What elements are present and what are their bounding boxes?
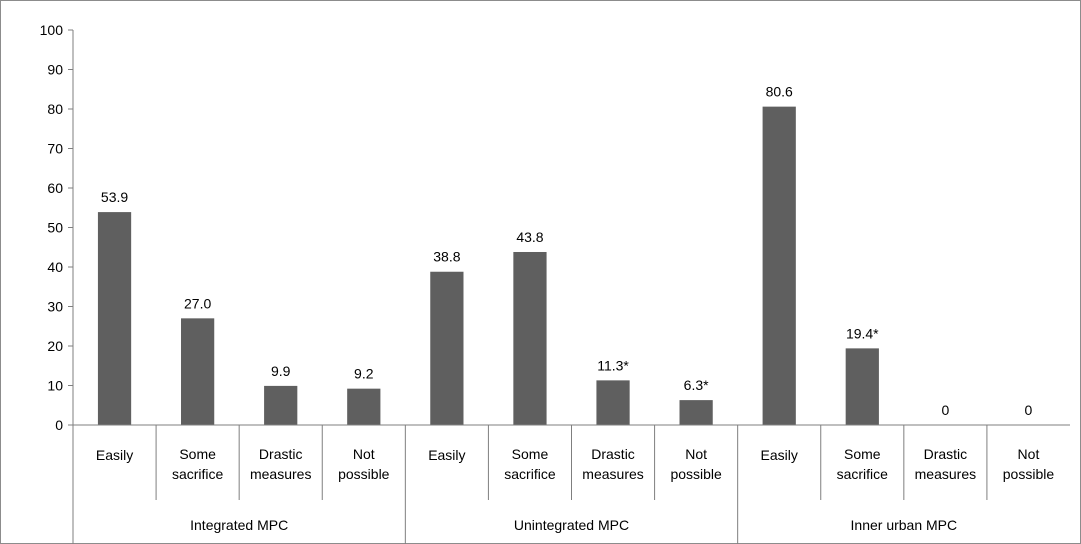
bars xyxy=(97,106,879,425)
y-tick-label: 60 xyxy=(47,180,63,196)
bar xyxy=(679,400,713,425)
category-label: measures xyxy=(250,466,311,482)
data-label: 53.9 xyxy=(101,189,128,205)
category-label: Some xyxy=(179,446,216,462)
bar xyxy=(762,106,796,425)
category-label: sacrifice xyxy=(172,466,224,482)
data-label: 80.6 xyxy=(766,84,793,100)
data-label: 6.3* xyxy=(684,377,709,393)
data-label: 11.3* xyxy=(597,357,629,373)
y-tick-label: 20 xyxy=(47,338,63,354)
data-label: 9.2 xyxy=(354,366,374,382)
category-label: Drastic xyxy=(591,446,635,462)
category-label: measures xyxy=(582,466,643,482)
category-label: Not xyxy=(353,446,375,462)
category-label: measures xyxy=(915,466,976,482)
category-label: Drastic xyxy=(259,446,303,462)
x-axis: Easily Some sacrifice Drastic measures Not pos… xyxy=(72,424,1070,544)
bar xyxy=(97,212,132,425)
group-label: Unintegrated MPC xyxy=(514,517,629,533)
category-label: Easily xyxy=(96,447,133,463)
category-label: Easily xyxy=(428,447,465,463)
category-label: sacrifice xyxy=(837,466,889,482)
bar xyxy=(181,318,215,425)
category-label: Not xyxy=(685,446,707,462)
y-tick-label: 40 xyxy=(47,259,63,275)
y-tick-label: 70 xyxy=(47,141,63,157)
category-label: sacrifice xyxy=(504,466,556,482)
y-tick-label: 10 xyxy=(47,378,63,394)
y-tick-label: 30 xyxy=(47,299,63,315)
y-axis: 0 10 20 30 40 50 60 70 80 90 100 xyxy=(40,22,74,433)
bar xyxy=(347,388,381,425)
data-label: 0 xyxy=(1025,402,1033,418)
category-label: possible xyxy=(1003,466,1055,482)
category-label: Not xyxy=(1018,446,1040,462)
bar xyxy=(264,385,298,425)
category-label: Easily xyxy=(761,447,798,463)
y-tick-label: 50 xyxy=(47,220,63,236)
group-label: Integrated MPC xyxy=(190,517,288,533)
bar xyxy=(845,348,879,425)
y-tick-label: 80 xyxy=(47,101,63,117)
data-label: 0 xyxy=(941,402,949,418)
bar xyxy=(513,251,547,425)
data-label: 19.4* xyxy=(846,325,879,341)
bar xyxy=(430,271,464,425)
data-label: 9.9 xyxy=(271,363,291,379)
category-label: Some xyxy=(844,446,881,462)
group-label: Inner urban MPC xyxy=(851,517,958,533)
y-tick-label: 100 xyxy=(40,22,64,38)
category-label: possible xyxy=(670,466,722,482)
bar xyxy=(596,380,630,425)
y-tick-label: 90 xyxy=(47,62,63,78)
data-labels: 53.9 27.0 9.9 9.2 38.8 43.8 11.3* 6.3* 80.6 19.4*… xyxy=(101,84,1033,418)
data-label: 38.8 xyxy=(433,249,460,265)
y-tick-label: 0 xyxy=(55,417,63,433)
category-label: Drastic xyxy=(924,446,968,462)
data-label: 27.0 xyxy=(184,295,211,311)
category-label: Some xyxy=(512,446,549,462)
category-label: possible xyxy=(338,466,390,482)
data-label: 43.8 xyxy=(516,229,543,245)
